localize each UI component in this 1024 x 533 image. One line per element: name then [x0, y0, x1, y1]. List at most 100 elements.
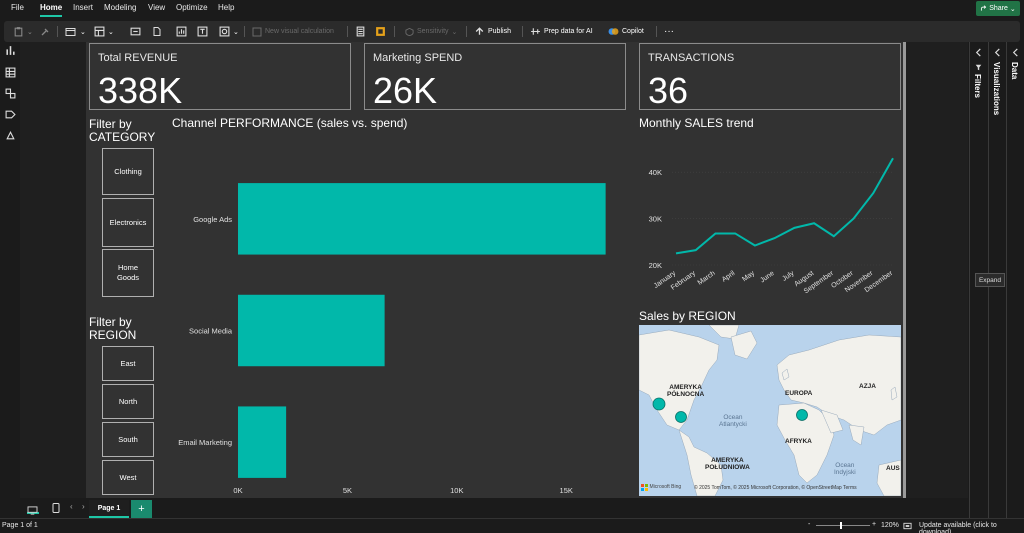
region-map[interactable]: AMERYKA PÓŁNOCNA EUROPA AZJA AFRYKA AMER… [639, 325, 901, 496]
x-tick-label: 15K [560, 486, 573, 495]
more-visuals-button[interactable]: ⌄ [219, 25, 239, 38]
tab-page-1[interactable]: Page 1 [89, 500, 129, 518]
slicer-item-clothing[interactable]: Clothing [102, 148, 154, 195]
map-bubble[interactable] [652, 397, 666, 411]
share-icon [981, 5, 987, 11]
menu-insert[interactable]: Insert [73, 3, 94, 12]
x-tick-label: 10K [450, 486, 463, 495]
menu-modeling[interactable]: Modeling [104, 3, 137, 12]
bar-email-marketing[interactable] [238, 406, 287, 478]
manage-roles-button[interactable] [356, 25, 365, 38]
paste-button[interactable]: ⌄ [13, 25, 33, 38]
add-page-button[interactable]: + [131, 500, 152, 518]
chevron-left-icon[interactable] [993, 48, 1002, 57]
x-tick-label: June [759, 270, 776, 285]
channel-performance-chart[interactable]: Google Ads Social Media Email Marketing 0K 5… [160, 133, 630, 498]
card-value: 26K [373, 70, 438, 111]
new-visual-button[interactable] [176, 25, 187, 38]
mobile-layout-icon[interactable] [52, 503, 60, 513]
new-visual-calculation-button[interactable]: New visual calculation [252, 25, 334, 38]
textbox-icon [197, 26, 208, 37]
slicer-item-north[interactable]: North [102, 384, 154, 419]
card-value: 338K [98, 70, 183, 111]
slicer-item-west[interactable]: West [102, 460, 154, 495]
map-bubble[interactable] [675, 411, 687, 423]
slicer-item-south[interactable]: South [102, 422, 154, 457]
zoom-slider-thumb[interactable] [840, 522, 842, 529]
new-page-button[interactable] [152, 25, 162, 38]
card-value: 36 [648, 70, 689, 111]
prep-data-label: Prep data for AI [544, 28, 593, 35]
menu-home[interactable]: Home [40, 3, 63, 17]
zoom-slider[interactable] [816, 522, 870, 529]
slicer-item-home-goods[interactable]: Home Goods [102, 249, 154, 297]
x-tick-label: May [741, 270, 756, 284]
data-pane-collapsed[interactable]: Data [1006, 42, 1024, 518]
map-label-atlantic: Ocean Atlantycki [719, 414, 747, 428]
chevron-left-icon[interactable]: ‹ [70, 502, 73, 511]
refresh-button[interactable] [130, 25, 141, 38]
format-painter-button[interactable] [40, 25, 50, 38]
chevron-right-icon[interactable]: › [82, 502, 85, 511]
menu-file[interactable]: File [11, 3, 24, 12]
map-label-north-america: AMERYKA PÓŁNOCNA [667, 384, 705, 398]
visuals-icon [219, 26, 230, 37]
transform-data-button[interactable]: ⌄ [94, 25, 114, 38]
page-tab-bar: ‹ › [20, 498, 968, 518]
slicer-item-east[interactable]: East [102, 346, 154, 381]
table-view-icon[interactable] [5, 67, 16, 78]
slicer-title-region: Filter by REGION [89, 315, 137, 342]
monitor-icon [27, 506, 38, 515]
report-settings-button[interactable] [375, 25, 386, 38]
calculator-icon [252, 27, 262, 36]
card-marketing-spend[interactable]: Marketing SPEND 26K [364, 43, 626, 111]
menu-bar: File Home Insert Modeling View Optimize … [0, 0, 1024, 18]
sensitivity-button[interactable]: Sensitivity ⌄ [405, 25, 457, 38]
update-available-link[interactable]: Update available (click to download) [919, 522, 997, 533]
chevron-left-icon[interactable] [974, 48, 983, 57]
chevron-left-icon[interactable] [1011, 48, 1020, 57]
more-options-button[interactable]: ··· [664, 26, 674, 37]
text-box-button[interactable] [197, 25, 208, 38]
model-view-icon[interactable] [5, 88, 16, 99]
zoom-out-button[interactable]: - [808, 521, 811, 528]
menu-optimize[interactable]: Optimize [176, 3, 208, 12]
page-scroll-edge [903, 42, 906, 498]
x-tick-label: 5K [343, 486, 352, 495]
dax-query-icon[interactable] [5, 109, 16, 120]
map-label-europe: EUROPA [785, 390, 813, 397]
fit-page-icon[interactable] [903, 522, 912, 530]
desktop-layout-button[interactable] [27, 502, 39, 515]
sales-line[interactable] [675, 157, 894, 255]
bar-google-ads[interactable] [238, 183, 606, 255]
slicer-title-category: Filter by CATEGORY [89, 117, 156, 144]
ribbon-toolbar: ⌄ ⌄ ⌄ ⌄ New visual calculation Sensitivi… [4, 21, 1020, 42]
map-label-australia: AUS [886, 465, 900, 472]
copilot-icon [608, 28, 619, 35]
line-chart-title: Monthly SALES trend [639, 116, 754, 130]
map-bubble[interactable] [796, 409, 808, 421]
share-label: Share [989, 5, 1008, 12]
filters-label: Filters [973, 74, 982, 99]
publish-button[interactable]: Publish [474, 25, 511, 38]
copilot-button[interactable]: Copilot [608, 25, 644, 38]
card-transactions[interactable]: TRANSACTIONS 36 [639, 43, 901, 111]
report-view-icon[interactable] [5, 45, 16, 56]
map-attribution[interactable]: © 2025 TomTom, © 2025 Microsoft Corporat… [694, 485, 857, 491]
prep-data-button[interactable]: Prep data for AI [530, 25, 593, 38]
menu-help[interactable]: Help [218, 3, 235, 12]
tmdl-view-icon[interactable] [5, 130, 16, 141]
get-data-button[interactable]: ⌄ [65, 25, 86, 38]
y-tick-label: 40K [649, 168, 662, 177]
refresh-icon [130, 27, 141, 36]
menu-view[interactable]: View [148, 3, 166, 12]
bar-social-media[interactable] [238, 294, 385, 367]
publish-icon [475, 27, 484, 35]
map-label-asia: AZJA [859, 383, 876, 390]
zoom-in-button[interactable]: + [872, 521, 877, 528]
slicer-item-electronics[interactable]: Electronics [102, 198, 154, 247]
share-button[interactable]: Share ⌄ [976, 1, 1020, 16]
shield-icon [405, 27, 414, 36]
card-total-revenue[interactable]: Total REVENUE 338K [89, 43, 351, 111]
